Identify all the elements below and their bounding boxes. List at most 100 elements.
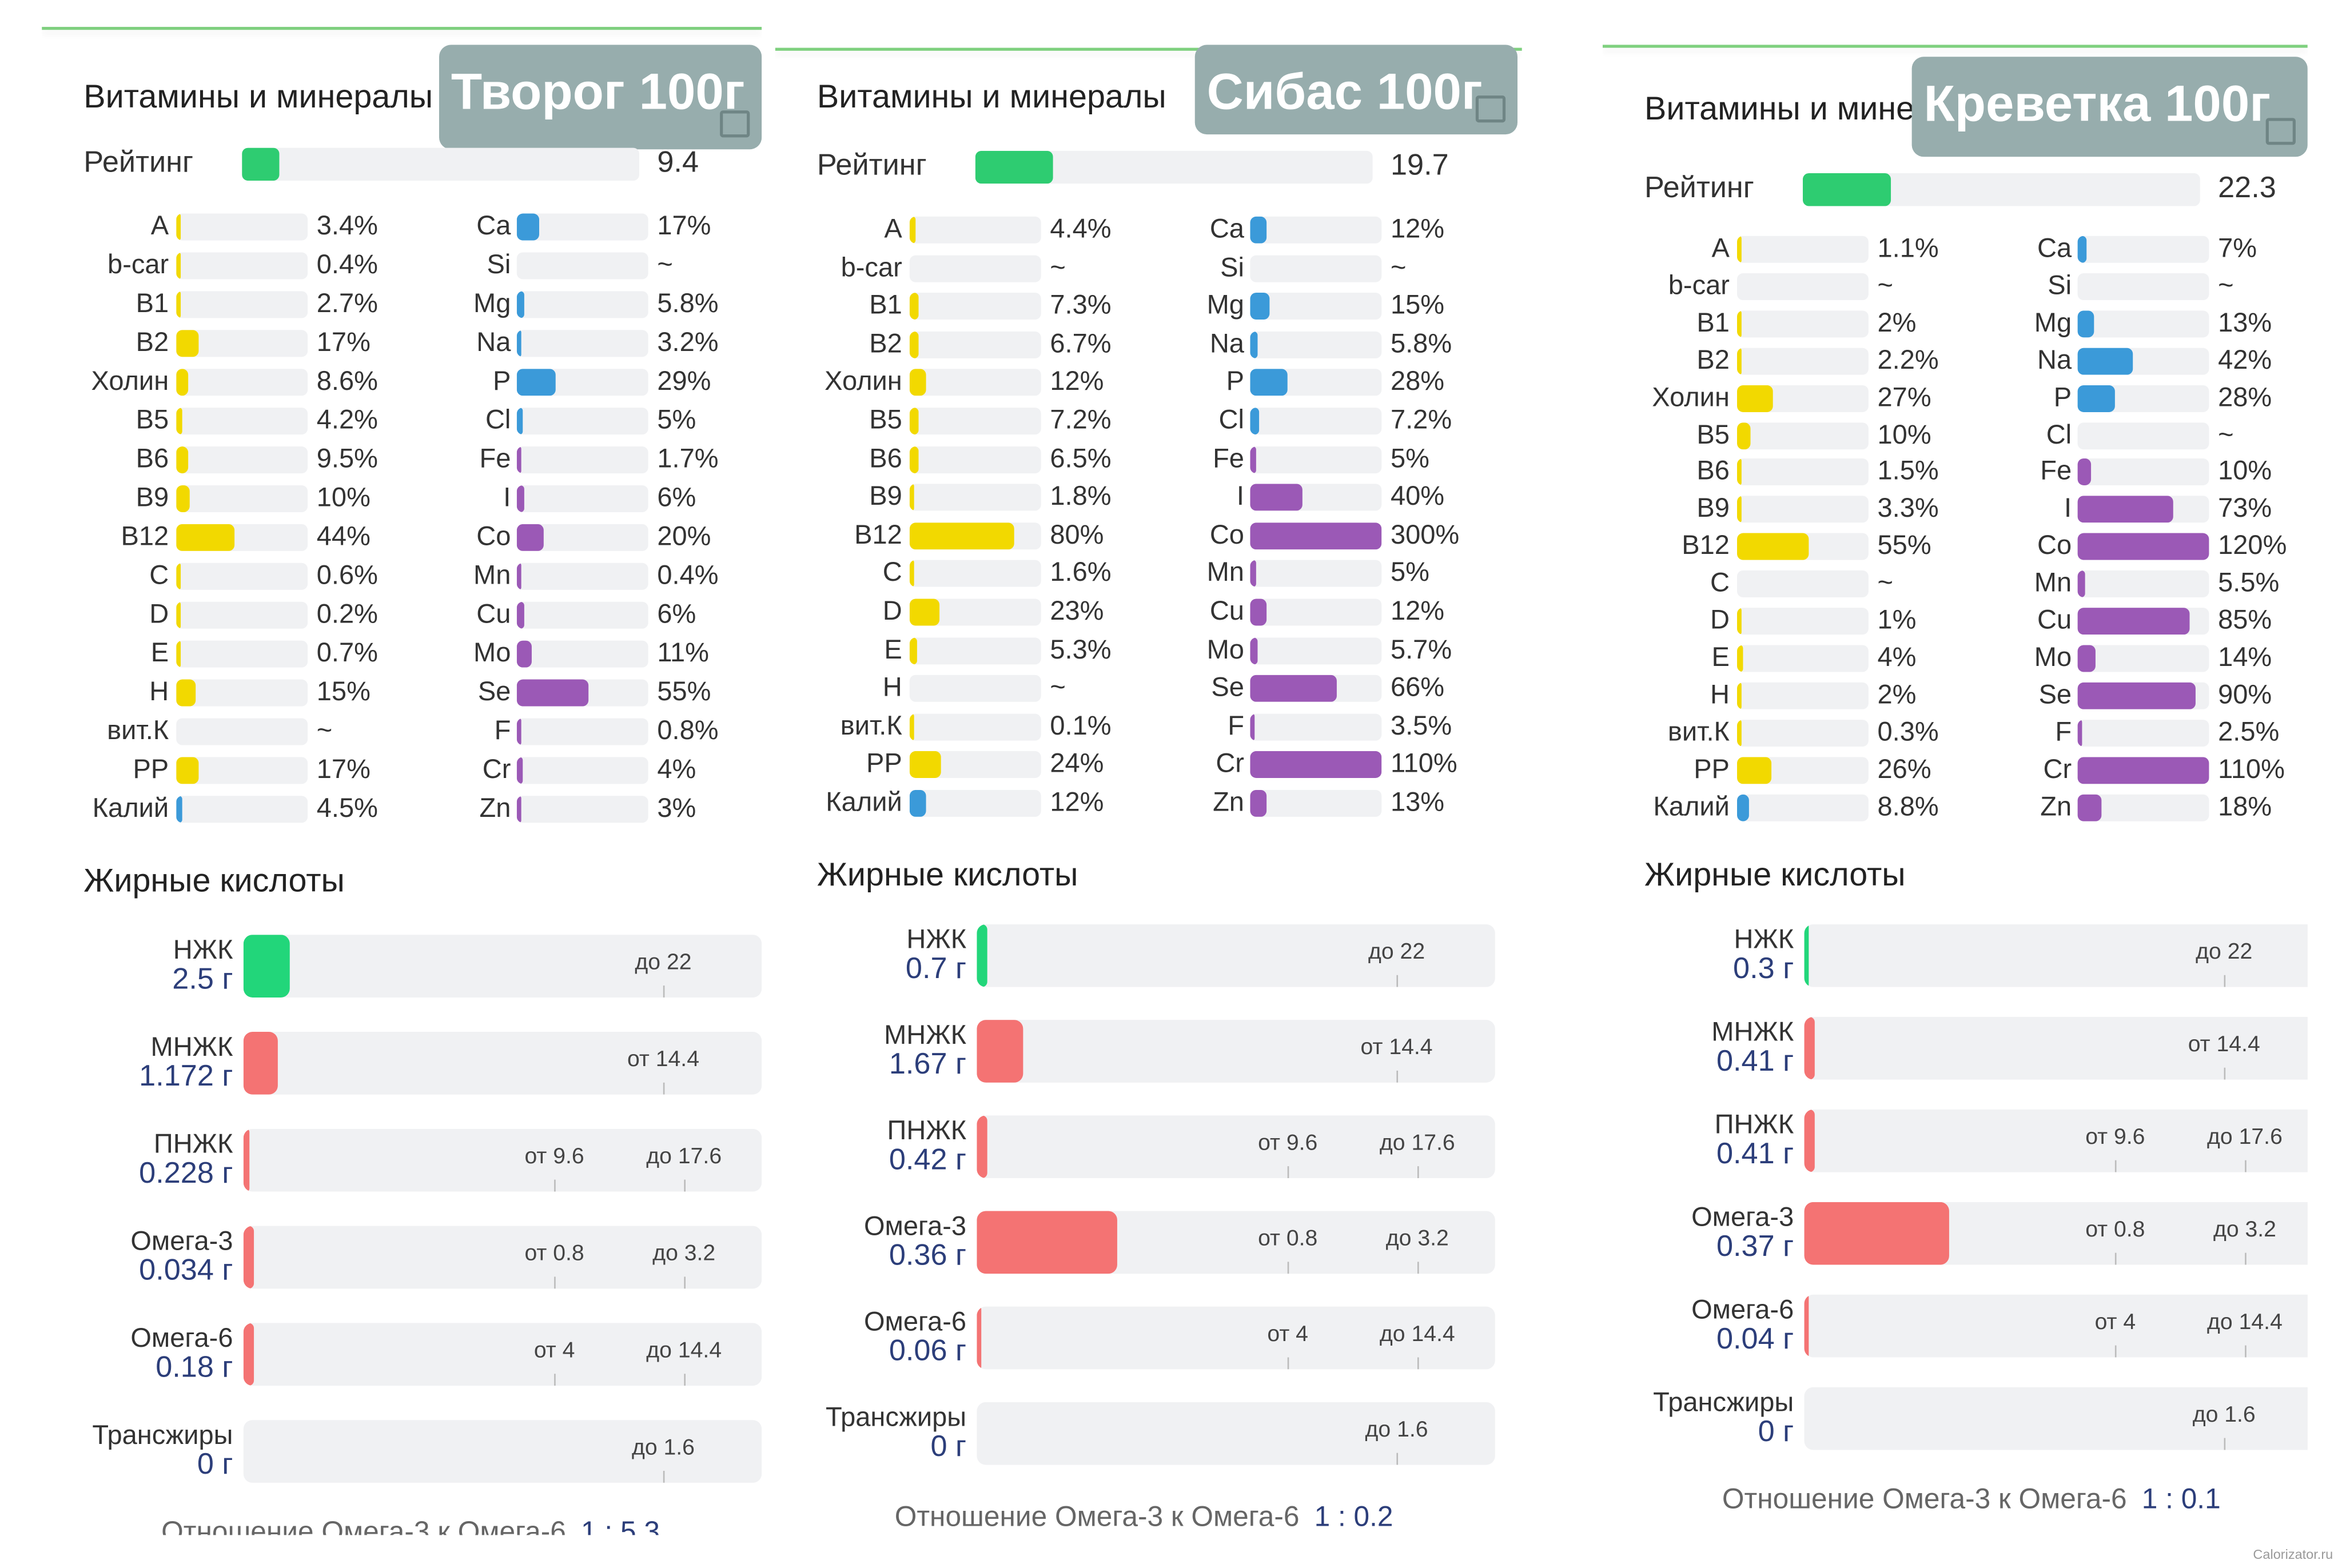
fat-amount: 0.7 г <box>905 952 967 986</box>
nutrient-bar-fill <box>1736 682 1742 709</box>
fat-limit-marker: от 0.8 <box>524 1240 584 1267</box>
nutrient-label: B12 <box>1682 530 1730 561</box>
nutrient-label: Холин <box>825 366 902 397</box>
nutrient-label: Se <box>2038 679 2072 709</box>
nutrient-bar <box>1736 273 1869 300</box>
nutrient-label: B5 <box>136 404 169 435</box>
nutrient-label: H <box>882 672 902 703</box>
fat-name: Омега-6 <box>863 1306 967 1336</box>
nutrient-label: B9 <box>136 482 169 512</box>
nutrient-label: I <box>1236 481 1244 511</box>
nutrient-bar-fill <box>909 216 915 244</box>
fat-limit-tick <box>2115 1252 2117 1265</box>
fat-bar: от 9.6 до 17.6 <box>1804 1109 2308 1172</box>
nutrient-label: Калий <box>92 793 169 823</box>
nutrient-value: 4% <box>1877 641 1917 672</box>
nutrient-label: Cl <box>2046 418 2072 449</box>
fat-limit-tick <box>2115 1160 2117 1172</box>
nutrient-bar-fill <box>1736 793 1749 821</box>
nutrient-bar <box>176 524 308 551</box>
nutrient-label: C <box>1710 567 1730 598</box>
fat-amount: 0.42 г <box>889 1143 967 1177</box>
nutrient-bar-fill <box>1250 637 1258 664</box>
omega-ratio-value: 1 : 0.1 <box>2141 1484 2221 1516</box>
fat-limit-marker: до 14.4 <box>646 1338 722 1363</box>
nutrient-value: 1% <box>1877 604 1917 635</box>
fat-label: МНЖК 1.172 г <box>54 1032 233 1091</box>
fat-bar-fill <box>977 1211 1117 1274</box>
nutrient-label: Co <box>476 521 511 551</box>
product-label-text: Творог 100г <box>451 64 745 121</box>
nutrient-bar <box>516 640 648 668</box>
fat-limit-marker: до 22 <box>635 949 692 975</box>
fat-limit-tick <box>2224 975 2226 987</box>
nutrient-bar <box>176 796 308 823</box>
fat-bar: до 22 <box>1804 924 2308 987</box>
nutrient-value: 6% <box>657 599 696 629</box>
nutrient-label: Калий <box>826 787 902 817</box>
nutrient-value: 1.7% <box>657 443 719 474</box>
nutrient-label: B6 <box>136 443 169 474</box>
nutrient-label: Cl <box>485 404 511 435</box>
nutrient-bar-fill <box>1736 458 1742 486</box>
nutrient-bar <box>176 446 308 474</box>
fat-amount: 0.04 г <box>1716 1323 1794 1356</box>
nutrient-bar-fill <box>176 330 199 357</box>
nutrient-bar <box>176 757 308 784</box>
nutrient-value: 7% <box>2218 233 2257 263</box>
nutrient-bar <box>2077 793 2209 821</box>
fats-title: Жирные кислоты <box>1644 855 1906 893</box>
nutrient-label: Se <box>1211 672 1244 703</box>
omega-ratio-value: 1 : 5.3 <box>580 1517 660 1535</box>
nutrient-value: 10% <box>1877 418 1931 449</box>
nutrient-bar-fill <box>909 408 919 435</box>
fat-label: Омега-3 0.36 г <box>787 1211 966 1270</box>
nutrient-bar <box>909 484 1041 511</box>
nutrient-value: 28% <box>1390 366 1445 397</box>
nutrient-bar <box>516 524 648 551</box>
nutrient-bar-fill <box>2077 458 2091 486</box>
nutrient-value: 2% <box>1877 307 1917 337</box>
fat-name: МНЖК <box>884 1020 967 1050</box>
fat-amount: 0.41 г <box>1716 1045 1794 1079</box>
fat-limit-marker: от 4 <box>533 1338 575 1363</box>
nutrient-bar <box>516 291 648 318</box>
nutrient-bar <box>2077 421 2209 449</box>
nutrient-bar-fill <box>1250 713 1255 741</box>
nutrient-bar <box>909 445 1041 473</box>
nutrient-label: B9 <box>1696 493 1730 524</box>
fat-limit-tick <box>1396 1070 1399 1083</box>
fat-limit-marker: от 14.4 <box>2188 1032 2260 1058</box>
nutrient-bar <box>516 213 648 241</box>
fat-name: ПНЖК <box>1714 1109 1794 1140</box>
nutrient-bar <box>176 485 308 512</box>
fat-bar: от 14.4 <box>243 1032 762 1095</box>
nutrient-bar-fill <box>1736 645 1743 672</box>
fat-name: НЖК <box>1734 924 1794 955</box>
nutrient-bar <box>909 675 1041 703</box>
product-label: Сибас 100г <box>1194 45 1517 135</box>
nutrient-bar <box>516 679 648 707</box>
nutrient-value: 3.5% <box>1390 710 1452 741</box>
fat-amount: 1.67 г <box>889 1048 967 1082</box>
fat-bar: от 9.6 до 17.6 <box>977 1115 1495 1179</box>
nutrient-bar-fill <box>909 560 914 588</box>
fat-limit-tick <box>684 1179 686 1192</box>
nutrient-bar <box>1736 570 1869 598</box>
fat-limit-marker: до 14.4 <box>1379 1321 1455 1347</box>
nutrient-value: 55% <box>1877 530 1931 561</box>
nutrient-label: H <box>1710 679 1730 709</box>
nutrient-bar <box>1736 310 1869 337</box>
nutrient-value: ~ <box>2218 270 2234 300</box>
nutrient-bar <box>1250 522 1382 549</box>
nutrient-bar <box>909 216 1041 244</box>
nutrient-label: Na <box>1209 328 1244 358</box>
nutrient-label: b-car <box>841 252 902 282</box>
nutrient-bar <box>909 408 1041 435</box>
omega-ratio: Отношение Омега-3 к Омега-6 1 : 5.3 <box>161 1517 660 1535</box>
nutrient-value: 7.2% <box>1050 404 1112 435</box>
nutrient-label: Cu <box>476 599 511 629</box>
nutrient-value: 1.5% <box>1877 456 1939 486</box>
fat-label: Омега-6 0.04 г <box>1615 1295 1794 1354</box>
nutrient-bar-fill <box>1736 384 1773 412</box>
